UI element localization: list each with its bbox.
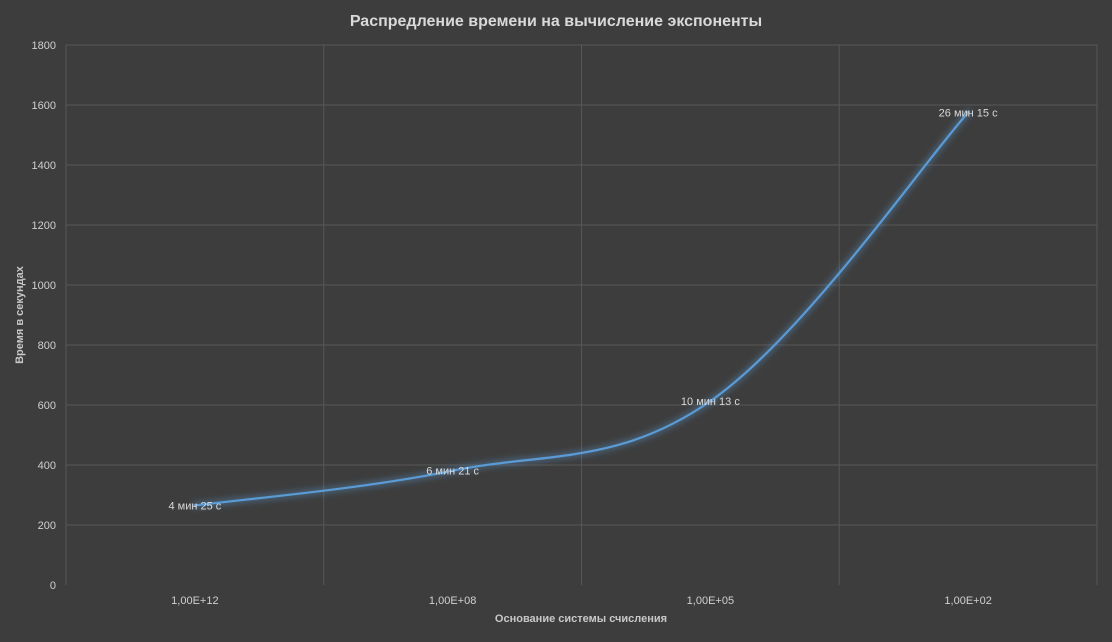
y-tick-label: 600 — [38, 400, 56, 412]
data-label: 10 мин 13 с — [681, 396, 740, 408]
data-point — [451, 469, 455, 473]
x-tick-label: 1,00E+05 — [687, 595, 734, 607]
data-point — [193, 504, 197, 507]
y-tick-label: 1000 — [32, 280, 56, 292]
data-label: 4 мин 25 с — [168, 501, 221, 513]
y-tick-label: 200 — [38, 520, 56, 532]
data-label: 6 мин 21 с — [426, 466, 479, 478]
gridlines — [65, 44, 1098, 585]
data-point — [966, 111, 970, 114]
chart-title: Распредление времени на вычисление экспо… — [350, 13, 762, 30]
data-point — [708, 399, 712, 403]
y-axis-ticks: 0 200 400 600 800 1000 1200 1400 1600 1800 — [32, 40, 56, 592]
y-tick-label: 1600 — [32, 100, 56, 112]
y-tick-label: 400 — [38, 460, 56, 472]
x-tick-label: 1,00E+12 — [171, 595, 218, 607]
y-tick-label: 1200 — [32, 220, 56, 232]
x-tick-label: 1,00E+02 — [944, 595, 991, 607]
x-axis-ticks: 1,00E+12 1,00E+08 1,00E+05 1,00E+02 — [171, 595, 992, 607]
y-tick-label: 0 — [50, 580, 56, 592]
data-label: 26 мин 15 с — [939, 108, 998, 120]
x-tick-label: 1,00E+08 — [429, 595, 476, 607]
series-line — [193, 111, 970, 507]
x-axis-title: Основание системы счисления — [495, 613, 667, 625]
y-tick-label: 1800 — [32, 40, 56, 52]
y-tick-label: 1400 — [32, 160, 56, 172]
y-tick-label: 800 — [38, 340, 56, 352]
series-layer — [191, 109, 972, 509]
data-labels: 4 мин 25 с 6 мин 21 с 10 мин 13 с 26 мин 15… — [168, 108, 998, 513]
y-axis-title: Время в секундах — [14, 265, 26, 364]
